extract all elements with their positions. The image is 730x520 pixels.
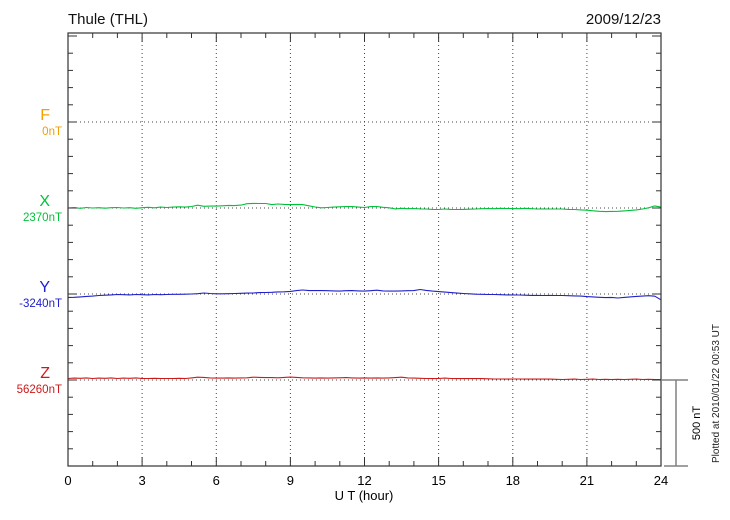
series-f-label: F	[40, 107, 50, 124]
series-y-label: Y	[39, 279, 50, 296]
x-axis-tick-label: 9	[287, 473, 294, 488]
chart-date: 2009/12/23	[586, 11, 661, 28]
x-axis-tick-label: 3	[138, 473, 145, 488]
grid-layer	[68, 33, 661, 466]
x-axis-label: U T (hour)	[335, 488, 394, 503]
series-y-baseline-value: -3240nT	[19, 298, 62, 310]
x-axis-tick-label: 18	[506, 473, 520, 488]
trace-layer	[67, 202, 662, 381]
series-z-baseline-value: 56260nT	[17, 384, 62, 396]
series-x-baseline-value: 2370nT	[23, 212, 62, 224]
scale-bar-label: 500 nT	[691, 406, 703, 441]
x-axis-tick-label: 6	[213, 473, 220, 488]
station-title: Thule (THL)	[68, 11, 148, 28]
x-tick-label-layer: 0 3 6 9 12 15 18 21 24	[64, 473, 668, 488]
series-x-label: X	[39, 193, 50, 210]
x-axis-tick-label: 24	[654, 473, 668, 488]
x-axis-tick-label: 12	[357, 473, 371, 488]
y-trace	[67, 288, 662, 301]
x-axis-tick-label: 21	[580, 473, 594, 488]
series-f-baseline-value: 0nT	[42, 126, 62, 138]
x-trace	[67, 202, 662, 213]
plotted-at-stamp: Plotted at 2010/01/22 00:53 UT	[711, 324, 722, 463]
scale-bar: 500 nT	[661, 379, 703, 467]
z-trace	[67, 376, 662, 381]
x-axis-tick-label: 0	[64, 473, 71, 488]
series-z-label: Z	[40, 365, 50, 382]
x-axis-tick-label: 15	[431, 473, 445, 488]
plot-frame	[67, 32, 662, 467]
